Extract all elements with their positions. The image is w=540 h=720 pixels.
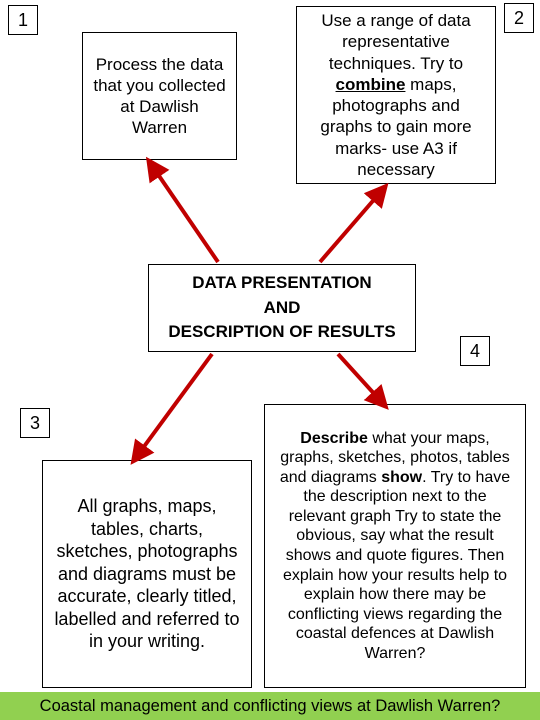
num-4: 4	[460, 336, 490, 366]
arrow-to-box4	[338, 354, 378, 398]
footer-bar: Coastal management and conflicting views…	[0, 692, 540, 720]
box-process-data: Process the data that you collected at D…	[82, 32, 237, 160]
box-accuracy: All graphs, maps, tables, charts, sketch…	[42, 460, 252, 688]
box-process-data-text: Process the data that you collected at D…	[91, 54, 228, 139]
num-1: 1	[8, 5, 38, 35]
box-accuracy-text: All graphs, maps, tables, charts, sketch…	[51, 495, 243, 653]
box-describe-mid2: . Try to have the description next to th…	[283, 469, 510, 662]
center-l1: DATA PRESENTATION	[192, 271, 371, 296]
box-describe-show: show	[381, 469, 422, 486]
box-techniques-pre: Use a range of data representative techn…	[321, 11, 470, 73]
box-describe: Describe what your maps, graphs, sketche…	[264, 404, 526, 688]
arrow-to-box2	[320, 195, 378, 262]
arrow-to-box1	[155, 170, 218, 262]
box-describe-text: Describe what your maps, graphs, sketche…	[273, 429, 517, 663]
center-l3: DESCRIPTION OF RESULTS	[168, 320, 395, 345]
box-techniques-combine: combine	[336, 75, 406, 94]
center-l2: AND	[264, 296, 301, 321]
num-2: 2	[504, 3, 534, 33]
box-techniques-text: Use a range of data representative techn…	[305, 10, 487, 180]
arrow-to-box3	[140, 354, 212, 452]
box-techniques: Use a range of data representative techn…	[296, 6, 496, 184]
box-describe-word: Describe	[300, 430, 368, 447]
num-3: 3	[20, 408, 50, 438]
footer-text: Coastal management and conflicting views…	[40, 697, 501, 715]
box-center-title: DATA PRESENTATION AND DESCRIPTION OF RES…	[148, 264, 416, 352]
